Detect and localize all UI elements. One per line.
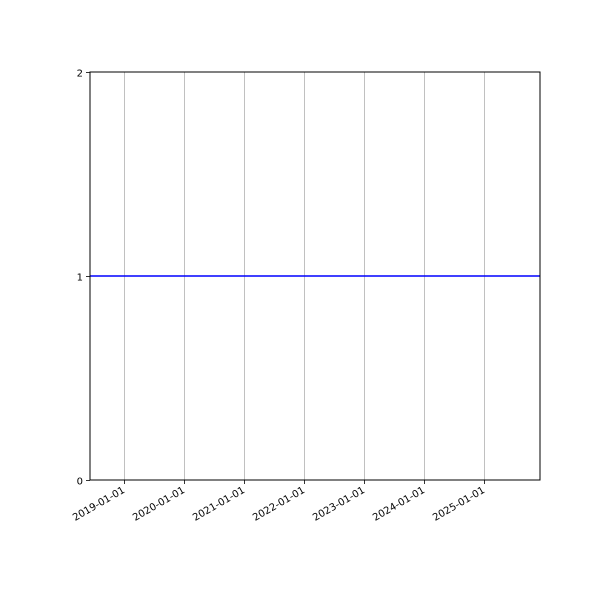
x-tick-label: 2021-01-01 bbox=[191, 485, 247, 524]
x-tick-label: 2025-01-01 bbox=[431, 485, 487, 524]
x-tick-label: 2022-01-01 bbox=[251, 485, 307, 524]
y-tick-label: 1 bbox=[77, 273, 83, 284]
y-tick-label: 2 bbox=[77, 69, 83, 80]
x-tick-label: 2024-01-01 bbox=[371, 485, 427, 524]
y-tick-label: 0 bbox=[77, 477, 83, 488]
x-axis: 2019-01-01 2020-01-01 2021-01-01 2022-01-01… bbox=[71, 480, 487, 524]
x-tick-label: 2023-01-01 bbox=[311, 485, 367, 524]
y-axis: 0 1 2 bbox=[77, 69, 90, 488]
x-tick-label: 2020-01-01 bbox=[131, 485, 187, 524]
plot-frame bbox=[89, 71, 541, 481]
x-tick-label: 2019-01-01 bbox=[71, 485, 127, 524]
